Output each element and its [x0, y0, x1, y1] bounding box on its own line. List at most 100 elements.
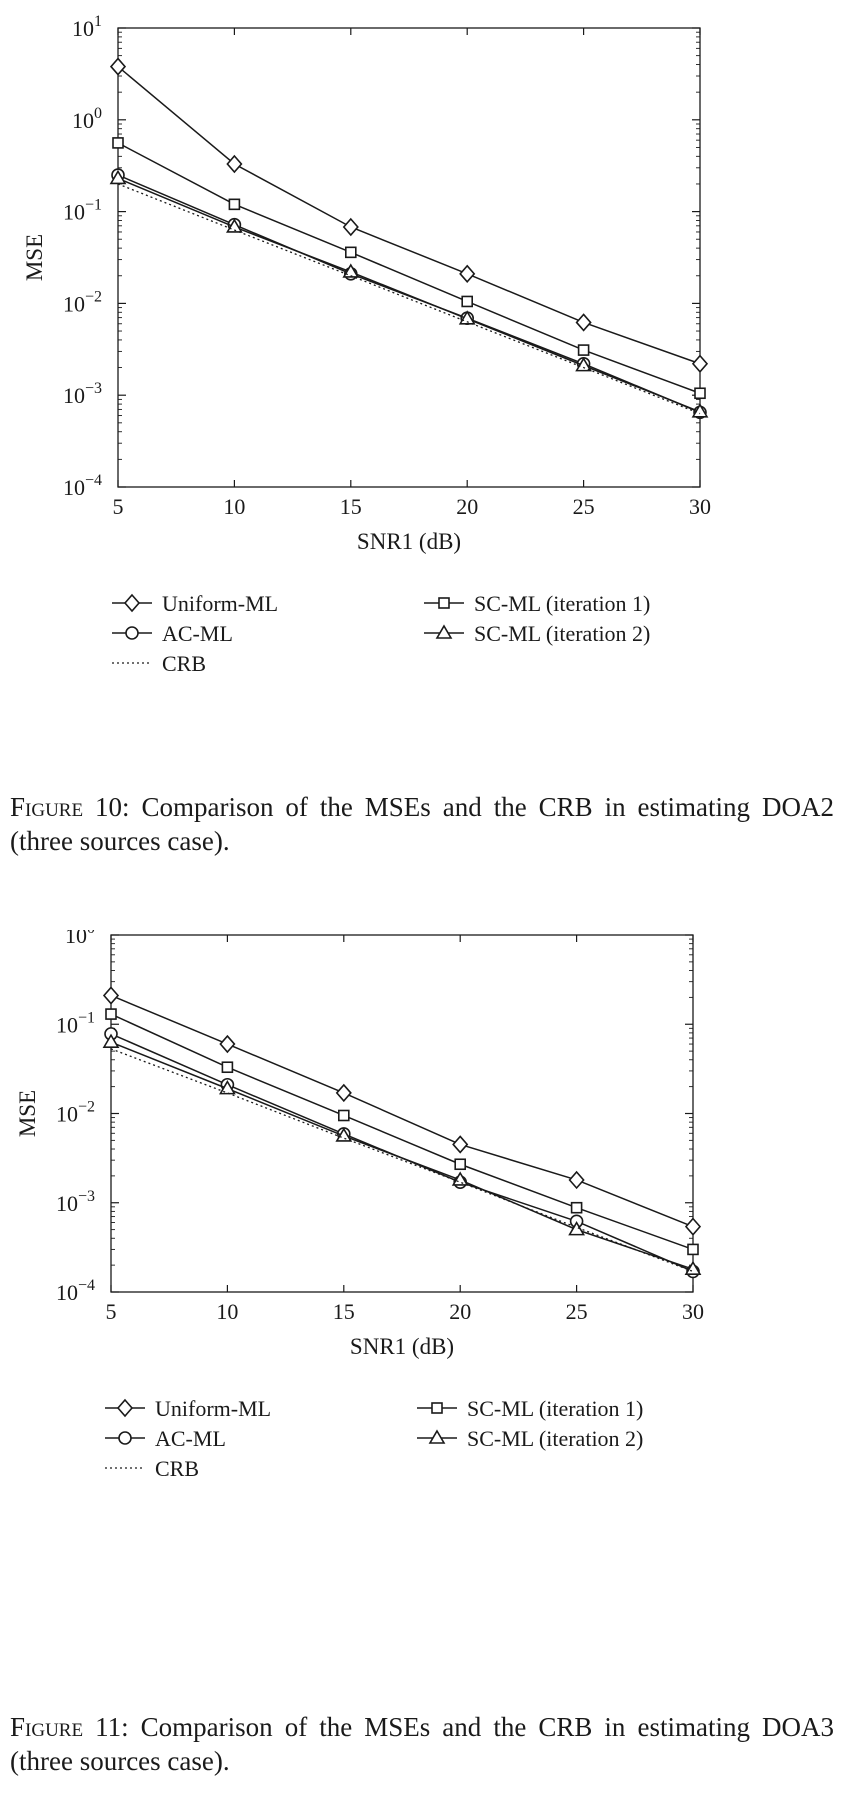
series-sc1	[112, 137, 706, 400]
series-line-uniform	[117, 66, 701, 365]
legend-label-sc1: SC-ML (iteration 1)	[474, 591, 650, 616]
y-tick-label: 10−2	[63, 288, 102, 316]
data-point-uniform	[575, 313, 592, 332]
legend-item-sc2: SC-ML (iteration 2)	[417, 1426, 643, 1451]
data-point-sc1	[694, 387, 706, 400]
data-point-sc1	[112, 137, 124, 149]
legend-label-acml: AC-ML	[155, 1426, 226, 1451]
x-tick-label: 25	[573, 494, 595, 519]
data-point-sc1	[577, 344, 590, 356]
data-point-sc1	[570, 1201, 583, 1214]
data-point-sc1	[344, 246, 357, 259]
data-point-sc1	[228, 198, 241, 211]
series-sc2	[102, 1033, 702, 1276]
legend-marker-sc1	[438, 597, 450, 609]
legend: Uniform-ML AC-ML CRB SC-ML (iteration 1) SC-…	[105, 1396, 643, 1481]
y-tick-label: 10−1	[56, 1009, 95, 1037]
legend-label-sc2: SC-ML (iteration 2)	[467, 1426, 643, 1451]
x-tick-label: 10	[216, 1299, 238, 1324]
data-point-sc1	[687, 1243, 699, 1256]
figure-11: 5 10 15 20 25 30 10−4 10−3 10−2 10−1 100 SNR1 (dB) M…	[0, 920, 844, 1816]
data-point-uniform	[342, 217, 359, 237]
x-tick-label: 20	[449, 1299, 471, 1324]
legend-marker-sc2	[428, 1429, 446, 1444]
series-acml	[104, 1027, 700, 1279]
data-point-sc1	[221, 1061, 234, 1074]
x-tick-label: 30	[682, 1299, 704, 1324]
x-tick-label: 20	[456, 494, 478, 519]
data-point-sc2	[568, 1221, 585, 1236]
legend-item-uniform: Uniform-ML	[112, 591, 278, 616]
legend: Uniform-ML AC-ML CRB SC-ML (iteration 1) SC-…	[112, 591, 650, 676]
legend-marker-sc1	[431, 1402, 443, 1414]
series-line-sc2	[110, 1041, 694, 1270]
x-tick-label: 25	[566, 1299, 588, 1324]
data-point-uniform	[226, 154, 243, 174]
x-axis-label: SNR1 (dB)	[357, 529, 461, 554]
data-point-uniform	[102, 986, 120, 1005]
legend-marker-sc2	[435, 624, 453, 639]
data-point-sc2	[109, 169, 127, 185]
legend-marker-uniform	[116, 1398, 134, 1418]
x-tick-label: 5	[113, 494, 124, 519]
legend-item-sc1: SC-ML (iteration 1)	[424, 591, 650, 616]
data-point-sc2	[219, 1080, 236, 1095]
mse-chart-doa3: 5 10 15 20 25 30 10−4 10−3 10−2 10−1 100 SNR1 (dB) M…	[15, 920, 704, 1481]
x-tick-label: 30	[689, 494, 711, 519]
caption-label: Figure 11:	[10, 1712, 129, 1742]
legend-item-acml: AC-ML	[112, 621, 233, 646]
legend-label-sc2: SC-ML (iteration 2)	[474, 621, 650, 646]
data-point-sc2	[335, 1127, 353, 1142]
mse-chart-doa2: 5 10 15 20 25 30 10−4 10−3 10−2 10−1 100 101 SNR1 (d…	[22, 13, 711, 676]
x-tick-label: 15	[333, 1299, 355, 1324]
figure-10-caption: Figure 10: Comparison of the MSEs and th…	[10, 790, 834, 858]
data-point-sc2	[102, 1033, 120, 1048]
series-line-sc1	[110, 1013, 694, 1251]
legend-item-sc1: SC-ML (iteration 1)	[417, 1396, 643, 1421]
y-tick-label: 10−4	[63, 472, 102, 500]
series-line-crb	[110, 1048, 694, 1273]
series-line-crb	[117, 183, 701, 415]
data-point-sc2	[451, 1171, 469, 1186]
legend-label-sc1: SC-ML (iteration 1)	[467, 1396, 643, 1421]
legend-label-acml: AC-ML	[162, 621, 233, 646]
series-line-sc1	[117, 142, 701, 394]
caption-text: Comparison of the MSEs and the CRB in es…	[10, 1712, 834, 1776]
series-sc2	[109, 169, 709, 418]
data-point-sc1	[454, 1158, 467, 1171]
x-tick-label: 15	[340, 494, 362, 519]
data-point-uniform	[684, 1217, 702, 1236]
y-tick-label: 101	[72, 13, 102, 41]
legend-item-sc2: SC-ML (iteration 2)	[424, 621, 650, 646]
series-uniform	[109, 57, 709, 373]
series-crb	[110, 1048, 694, 1273]
data-point-uniform	[219, 1034, 236, 1054]
data-point-sc1	[105, 1008, 117, 1020]
legend-label-uniform: Uniform-ML	[155, 1396, 271, 1421]
caption-label: Figure 10:	[10, 792, 130, 822]
x-tick-label: 5	[106, 1299, 117, 1324]
y-tick-label: 10−1	[63, 197, 102, 225]
legend-marker-uniform	[123, 593, 141, 613]
legend-label-uniform: Uniform-ML	[162, 591, 278, 616]
y-tick-label: 10−4	[56, 1277, 95, 1305]
series-line-sc2	[117, 177, 701, 413]
y-tick-label: 100	[72, 105, 102, 133]
data-point-uniform	[452, 1135, 469, 1154]
series-line-uniform	[110, 994, 694, 1228]
data-point-sc1	[461, 295, 474, 308]
legend-marker-acml	[118, 1431, 132, 1445]
legend-item-uniform: Uniform-ML	[105, 1396, 271, 1421]
y-tick-label: 100	[65, 930, 95, 948]
data-point-uniform	[568, 1170, 585, 1190]
data-point-uniform	[335, 1083, 352, 1103]
legend-label-crb: CRB	[162, 651, 206, 676]
legend-marker-acml	[125, 626, 139, 640]
legend-item-crb: CRB	[105, 1456, 199, 1481]
caption-text: Comparison of the MSEs and the CRB in es…	[10, 792, 834, 856]
data-point-sc2	[691, 403, 709, 418]
legend-label-crb: CRB	[155, 1456, 199, 1481]
data-point-uniform	[691, 354, 709, 373]
series-crb	[117, 183, 701, 415]
legend-item-crb: CRB	[112, 651, 206, 676]
